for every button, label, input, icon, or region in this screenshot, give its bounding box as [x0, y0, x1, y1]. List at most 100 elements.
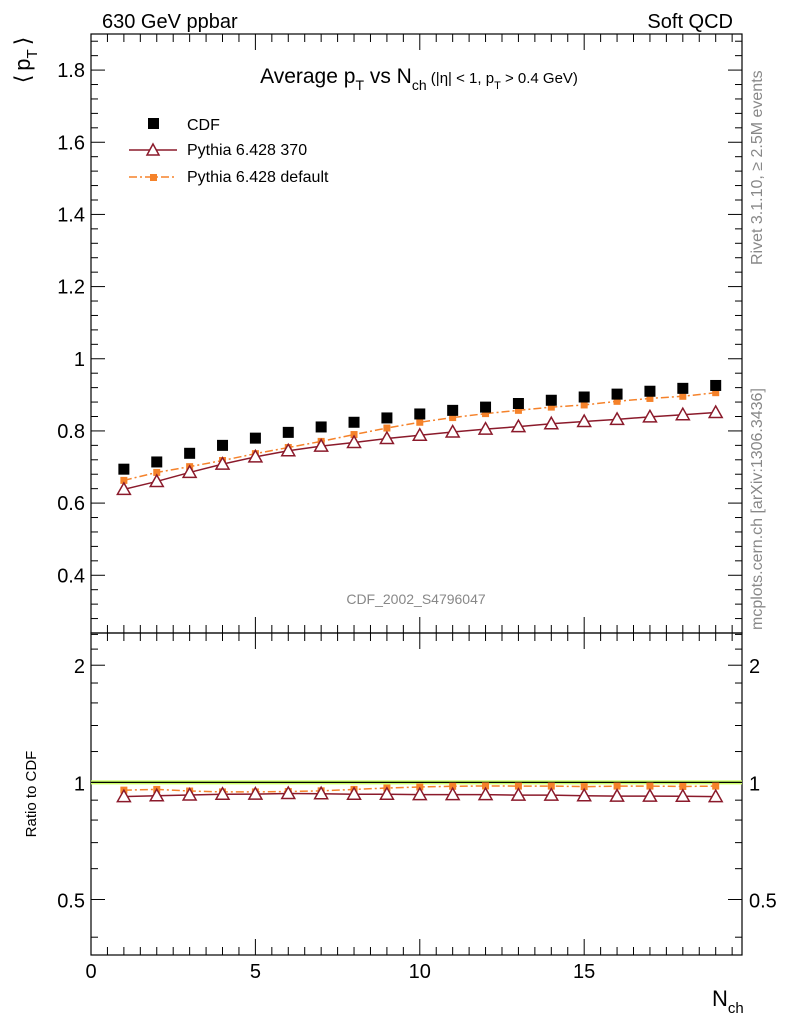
- data-point: [379, 786, 395, 800]
- data-point: [514, 782, 522, 790]
- data-point: [280, 785, 297, 800]
- x-tick-label: 10: [409, 961, 431, 983]
- data-point: [449, 414, 457, 422]
- data-point: [217, 439, 229, 451]
- data-point: [580, 401, 588, 409]
- data-point: [116, 788, 132, 803]
- y-tick-label: 1: [74, 349, 85, 371]
- data-point: [547, 782, 555, 790]
- data-point: [153, 468, 161, 476]
- data-point: [313, 785, 329, 800]
- data-point: [480, 401, 492, 413]
- y-tick-label: 1.6: [57, 132, 85, 154]
- data-point: [675, 788, 691, 803]
- legend-marker-pythia-370: [145, 142, 161, 156]
- header-left-label: 630 GeV ppbar: [102, 11, 238, 33]
- y-tick-label: 0.8: [57, 421, 85, 443]
- y-tick-label: 0.4: [57, 565, 85, 587]
- data-point: [282, 426, 294, 438]
- data-point: [644, 385, 656, 397]
- data-point: [346, 786, 362, 800]
- data-point: [646, 782, 654, 790]
- y-tick-label: 1.2: [57, 277, 85, 299]
- x-tick-label: 0: [85, 961, 96, 983]
- data-point: [184, 447, 196, 459]
- data-point: [677, 382, 689, 394]
- legend-label-pythia-370: Pythia 6.428 370: [187, 142, 307, 159]
- data-point: [214, 786, 231, 800]
- data-point: [383, 424, 391, 432]
- data-point: [348, 416, 360, 428]
- analysis-watermark: CDF_2002_S4796047: [346, 591, 486, 607]
- x-axis-label: Nch: [712, 986, 744, 1017]
- data-point: [449, 782, 457, 790]
- ratio-series-layer: [116, 782, 724, 803]
- data-point: [379, 430, 395, 445]
- rivet-version-label: Rivet 3.1.10, ≥ 2.5M events: [749, 70, 766, 265]
- data-point: [609, 788, 625, 802]
- data-point: [514, 406, 522, 414]
- chart-title: Average pT vs Nch (|η| < 1, pT > 0.4 GeV…: [260, 65, 578, 93]
- data-point: [679, 782, 687, 790]
- data-point: [412, 427, 428, 442]
- y-tick-label: 1.4: [57, 204, 85, 226]
- header-right-label: Soft QCD: [647, 11, 733, 33]
- data-point: [280, 442, 297, 457]
- data-point: [412, 786, 428, 801]
- data-point: [707, 788, 724, 803]
- data-point: [313, 438, 329, 452]
- data-point: [416, 418, 424, 426]
- x-tick-label: 15: [573, 961, 595, 983]
- data-point: [247, 786, 264, 800]
- data-point: [646, 394, 654, 402]
- data-point: [547, 403, 555, 411]
- ratio-tick-label-right: 2: [749, 656, 760, 678]
- data-point: [346, 434, 362, 449]
- data-point: [148, 473, 165, 488]
- x-tick-label: 5: [250, 961, 261, 983]
- data-point: [214, 456, 231, 470]
- data-point: [613, 397, 621, 405]
- data-point: [477, 421, 494, 435]
- data-point: [249, 432, 261, 444]
- mcplots-label: mcplots.cern.ch [arXiv:1306.3436]: [749, 388, 766, 630]
- data-point: [580, 783, 588, 791]
- data-point: [315, 421, 327, 433]
- data-point: [576, 413, 592, 428]
- data-point: [710, 379, 722, 391]
- ratio-plot-frame: [90, 632, 743, 956]
- data-point: [482, 782, 490, 790]
- y-tick-label: 1.8: [57, 60, 85, 82]
- data-point: [477, 786, 494, 801]
- data-point: [707, 404, 724, 419]
- ratio-y-ticks: 0.5 0.5 1 1 2 2: [57, 633, 777, 938]
- main-y-ticks: 0.4 0.6 0.8 1 1.2 1.4 1.6 1.8: [57, 40, 742, 634]
- data-point: [642, 788, 658, 802]
- legend-marker-pythia-default: [150, 174, 157, 181]
- data-point: [381, 412, 393, 424]
- data-point: [543, 787, 560, 801]
- data-point: [414, 408, 426, 420]
- legend-marker-cdf: [148, 118, 159, 129]
- x-ticks: 0 5 10 15: [85, 34, 733, 983]
- data-point: [447, 404, 459, 416]
- data-point: [181, 464, 198, 479]
- main-y-axis-label: ⟨pT⟩: [10, 37, 41, 84]
- data-point: [578, 391, 590, 403]
- data-point: [120, 476, 128, 484]
- data-point: [482, 410, 490, 418]
- legend-label-cdf: CDF: [187, 117, 220, 134]
- legend-label-pythia-default: Pythia 6.428 default: [187, 169, 329, 186]
- ratio-tick-label-right: 0.5: [749, 890, 777, 912]
- data-point: [181, 786, 198, 801]
- data-point: [675, 406, 691, 421]
- data-point: [116, 481, 132, 496]
- data-point: [712, 389, 720, 397]
- main-series-layer: [116, 379, 724, 496]
- ratio-tick-label-right: 1: [749, 773, 760, 795]
- ratio-tick-label-left: 0.5: [57, 890, 85, 912]
- data-point: [148, 787, 165, 802]
- ratio-tick-label-left: 1: [74, 773, 85, 795]
- data-point: [609, 411, 625, 426]
